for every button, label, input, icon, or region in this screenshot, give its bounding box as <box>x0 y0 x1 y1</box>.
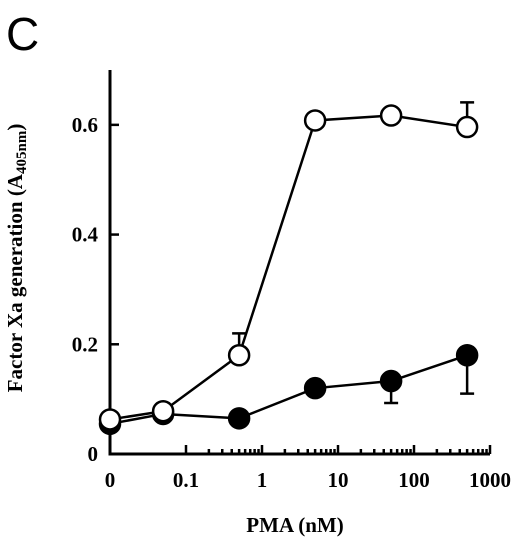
y-tick-label: 0.6 <box>72 113 98 137</box>
y-tick-label: 0.2 <box>72 332 98 356</box>
data-point <box>455 344 479 367</box>
data-point <box>151 399 175 423</box>
y-axis-label-main: Factor Xa generation (A <box>3 173 27 392</box>
x-tick-label: 100 <box>398 468 430 492</box>
x-axis-label: PMA (nM) <box>246 513 343 537</box>
data-point <box>227 407 251 430</box>
x-tick-label: 1000 <box>469 468 511 492</box>
series-open-circle <box>98 101 479 431</box>
data-point <box>379 104 403 127</box>
x-tick-label: 0 <box>105 468 116 492</box>
data-point <box>98 408 122 431</box>
plot-area <box>98 101 479 436</box>
axes: 0 0.2 0.4 0.6 0 0.1 1 10 100 1000 <box>72 70 511 492</box>
data-point <box>455 115 479 139</box>
y-axis-label: Factor Xa generation (A405nm) <box>3 124 30 393</box>
series-filled-circle <box>98 344 479 436</box>
axis-frame <box>108 70 490 456</box>
data-point <box>303 376 327 400</box>
y-tick-label: 0 <box>88 442 99 466</box>
y-axis-label-end: ) <box>3 124 27 131</box>
x-tick-label: 1 <box>257 468 268 492</box>
x-tick-label: 0.1 <box>173 468 199 492</box>
data-point <box>303 109 327 132</box>
x-tick-label: 10 <box>328 468 349 492</box>
data-point <box>379 369 403 393</box>
panel-letter: C <box>6 8 39 60</box>
y-tick-label: 0.4 <box>72 223 99 247</box>
y-axis-label-subscript: 405nm <box>14 130 30 174</box>
data-point <box>227 344 251 367</box>
